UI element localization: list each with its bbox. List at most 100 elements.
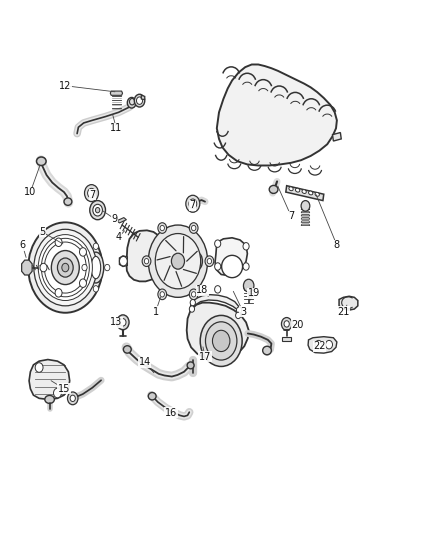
Circle shape [82, 264, 87, 271]
Circle shape [95, 207, 100, 213]
Text: 22: 22 [313, 341, 326, 351]
Ellipse shape [269, 185, 278, 193]
Circle shape [137, 97, 143, 104]
Circle shape [148, 225, 208, 297]
Circle shape [243, 263, 249, 270]
Circle shape [212, 330, 230, 352]
Circle shape [190, 300, 195, 306]
Circle shape [189, 306, 194, 312]
Polygon shape [190, 295, 240, 312]
Text: 5: 5 [39, 227, 45, 237]
Text: 20: 20 [291, 320, 304, 330]
Circle shape [171, 253, 184, 269]
Circle shape [158, 289, 166, 300]
Polygon shape [332, 133, 341, 141]
Circle shape [244, 283, 250, 290]
Polygon shape [29, 360, 70, 399]
Circle shape [55, 288, 62, 297]
Circle shape [200, 316, 242, 367]
Ellipse shape [308, 191, 313, 195]
Circle shape [301, 200, 310, 211]
Circle shape [158, 223, 166, 233]
Circle shape [215, 286, 221, 293]
Text: 1: 1 [152, 306, 159, 317]
Ellipse shape [263, 346, 272, 355]
Circle shape [55, 238, 62, 247]
Polygon shape [301, 211, 310, 213]
Text: 6: 6 [19, 240, 25, 250]
Circle shape [28, 222, 102, 313]
Circle shape [236, 312, 241, 319]
Circle shape [142, 256, 151, 266]
Circle shape [189, 199, 197, 208]
Circle shape [85, 184, 99, 201]
Text: 7: 7 [89, 190, 95, 200]
Circle shape [34, 229, 97, 306]
Circle shape [207, 259, 212, 264]
Circle shape [205, 256, 214, 266]
Text: 19: 19 [248, 288, 260, 298]
Text: 18: 18 [196, 286, 208, 295]
Circle shape [191, 292, 196, 297]
Text: 3: 3 [240, 306, 246, 317]
Circle shape [145, 259, 149, 264]
Circle shape [120, 319, 126, 326]
Polygon shape [217, 64, 337, 165]
Circle shape [134, 94, 145, 107]
Ellipse shape [194, 253, 202, 269]
Circle shape [105, 264, 110, 271]
Ellipse shape [124, 346, 131, 353]
Circle shape [282, 318, 292, 330]
Polygon shape [187, 303, 249, 360]
Text: 15: 15 [58, 384, 70, 394]
Text: 13: 13 [110, 317, 123, 327]
Circle shape [79, 279, 86, 287]
Polygon shape [215, 238, 247, 276]
Ellipse shape [45, 395, 54, 403]
Circle shape [90, 200, 106, 220]
Circle shape [205, 322, 237, 360]
Circle shape [79, 248, 86, 256]
Circle shape [62, 263, 69, 272]
Text: 9: 9 [111, 214, 117, 224]
Polygon shape [117, 217, 127, 223]
Circle shape [186, 195, 200, 212]
Ellipse shape [88, 252, 104, 283]
Circle shape [160, 292, 164, 297]
Circle shape [130, 99, 135, 105]
Circle shape [38, 235, 92, 301]
Text: 16: 16 [165, 408, 177, 418]
Text: 21: 21 [337, 306, 350, 317]
Circle shape [67, 392, 78, 405]
Circle shape [325, 341, 332, 349]
Polygon shape [21, 260, 32, 275]
Text: 14: 14 [139, 357, 151, 367]
Ellipse shape [148, 392, 156, 400]
Text: 10: 10 [24, 187, 36, 197]
Ellipse shape [296, 188, 300, 192]
Ellipse shape [64, 198, 72, 205]
Polygon shape [339, 296, 358, 310]
Polygon shape [308, 337, 337, 353]
Circle shape [244, 279, 254, 292]
Polygon shape [286, 185, 324, 200]
Polygon shape [120, 256, 127, 266]
Circle shape [53, 388, 61, 398]
Circle shape [189, 289, 198, 300]
Circle shape [284, 321, 289, 327]
Circle shape [215, 263, 221, 270]
Text: 4: 4 [116, 232, 122, 243]
Ellipse shape [187, 362, 194, 369]
Polygon shape [127, 230, 199, 282]
Circle shape [57, 258, 73, 277]
Ellipse shape [91, 256, 101, 279]
Polygon shape [301, 224, 310, 225]
Circle shape [93, 204, 102, 216]
Circle shape [120, 256, 127, 266]
Polygon shape [283, 337, 291, 341]
Ellipse shape [289, 187, 293, 191]
Ellipse shape [315, 192, 319, 196]
Circle shape [155, 233, 201, 289]
Ellipse shape [302, 190, 306, 193]
Text: 7: 7 [288, 211, 294, 221]
